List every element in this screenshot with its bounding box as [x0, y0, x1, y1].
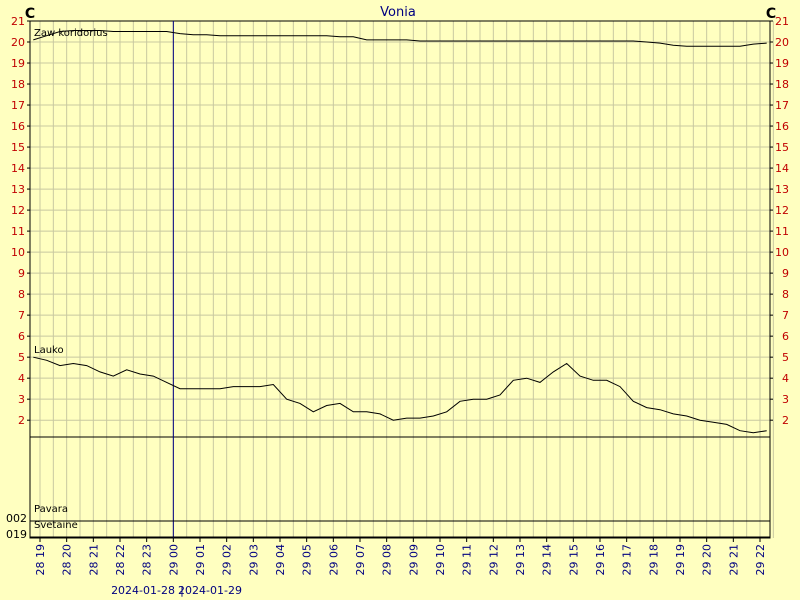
- x-tick-label: 29 13: [514, 544, 527, 576]
- plot-frame: [29, 20, 771, 539]
- y-tick-label: 10: [11, 246, 25, 259]
- y-tick-label: 17: [11, 99, 25, 112]
- y-tick-label: 7: [18, 309, 25, 322]
- y-unit-right: C: [766, 6, 776, 22]
- y-tick-label-right: 14: [775, 162, 789, 175]
- y-tick-label: 6: [18, 330, 25, 343]
- chart-title: Vonia: [380, 5, 416, 20]
- y-tick-label-right: 13: [775, 183, 789, 196]
- x-tick-label: 29 00: [167, 544, 180, 576]
- y-tick-label-right: 10: [775, 246, 789, 259]
- x-tick-label: 29 03: [247, 544, 260, 576]
- x-tick-label: 29 01: [194, 544, 207, 576]
- x-tick-label: 28 22: [114, 544, 127, 576]
- y-tick-label-right: 19: [775, 57, 789, 70]
- date-label: 2024-01-29: [178, 584, 242, 597]
- y-tick-label: 3: [18, 393, 25, 406]
- y-tick-label: 18: [11, 78, 25, 91]
- x-tick-label: 29 12: [487, 544, 500, 576]
- y-tick-label-right: 4: [782, 372, 789, 385]
- state-label: 002: [6, 512, 27, 525]
- y-tick-label-right: 6: [782, 330, 789, 343]
- x-tick-label: 29 19: [674, 544, 687, 576]
- y-tick-label: 15: [11, 141, 25, 154]
- x-tick-label: 29 06: [327, 544, 340, 576]
- y-tick-label: 11: [11, 225, 25, 238]
- x-tick-label: 29 15: [567, 544, 580, 576]
- y-tick-label-right: 7: [782, 309, 789, 322]
- y-tick-label-right: 3: [782, 393, 789, 406]
- y-tick-label: 5: [18, 351, 25, 364]
- x-tick-label: 29 20: [701, 544, 714, 576]
- x-tick-label: 29 04: [274, 544, 287, 576]
- y-tick-label-right: 21: [775, 15, 789, 28]
- x-tick-label: 29 22: [754, 544, 767, 576]
- date-separator: |: [180, 584, 184, 597]
- x-tick-label: 29 14: [541, 544, 554, 576]
- x-tick-label: 29 16: [594, 544, 607, 576]
- state-name: Svetainė: [34, 520, 78, 531]
- y-tick-label: 14: [11, 162, 25, 175]
- x-tick-label: 29 17: [621, 544, 634, 576]
- x-tick-label: 28 19: [34, 544, 47, 576]
- x-tick-label: 28 23: [141, 544, 154, 576]
- y-tick-label: 9: [18, 267, 25, 280]
- y-tick-label: 13: [11, 183, 25, 196]
- x-tick-label: 29 18: [647, 544, 660, 576]
- x-tick-label: 29 11: [461, 544, 474, 576]
- y-tick-label-right: 11: [775, 225, 789, 238]
- y-tick-label: 21: [11, 15, 25, 28]
- y-tick-label-right: 12: [775, 204, 789, 217]
- x-tick-label: 29 09: [407, 544, 420, 576]
- x-tick-label: 28 21: [87, 544, 100, 576]
- y-tick-label: 20: [11, 36, 25, 49]
- x-tick-label: 29 05: [301, 544, 314, 576]
- y-tick-label-right: 2: [782, 414, 789, 427]
- y-tick-label: 12: [11, 204, 25, 217]
- y-tick-label-right: 8: [782, 288, 789, 301]
- x-tick-label: 29 08: [381, 544, 394, 576]
- y-tick-label: 19: [11, 57, 25, 70]
- y-unit: C: [25, 6, 35, 22]
- state-name: Pavara: [34, 504, 68, 515]
- x-tick-label: 29 02: [221, 544, 234, 576]
- y-tick-label-right: 20: [775, 36, 789, 49]
- x-tick-label: 29 07: [354, 544, 367, 576]
- series-label: Zaw koridorius: [34, 28, 108, 39]
- x-tick-label: 28 20: [61, 544, 74, 576]
- y-tick-label-right: 17: [775, 99, 789, 112]
- y-tick-label-right: 16: [775, 120, 789, 133]
- date-label: 2024-01-28: [111, 584, 175, 597]
- series-line: [33, 30, 767, 47]
- x-tick-label: 29 21: [727, 544, 740, 576]
- y-tick-label-right: 15: [775, 141, 789, 154]
- y-tick-label-right: 9: [782, 267, 789, 280]
- series-label: Lauko: [34, 345, 64, 356]
- x-tick-label: 29 10: [434, 544, 447, 576]
- state-label: 019: [6, 528, 27, 541]
- y-tick-label: 16: [11, 120, 25, 133]
- y-tick-label: 4: [18, 372, 25, 385]
- series-line: [33, 356, 767, 434]
- y-tick-label-right: 18: [775, 78, 789, 91]
- y-tick-label-right: 5: [782, 351, 789, 364]
- y-tick-label: 2: [18, 414, 25, 427]
- y-tick-label: 8: [18, 288, 25, 301]
